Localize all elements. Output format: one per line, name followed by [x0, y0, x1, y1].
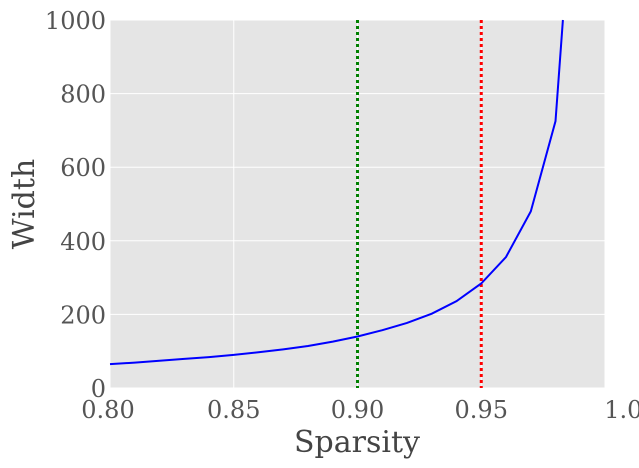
reference-lines: [356, 20, 483, 388]
y-tick-label: 800: [60, 81, 106, 109]
y-tick-label: 1000: [45, 7, 106, 35]
x-tick-label: 0.95: [455, 396, 508, 424]
x-tick-label: 0.85: [207, 396, 260, 424]
x-axis-label: Sparsity: [294, 425, 420, 460]
y-tick-label: 400: [60, 228, 106, 256]
x-tick-labels: 0.80 0.85 0.90 0.95 1.00: [81, 396, 639, 424]
x-tick-label: 0.90: [331, 396, 384, 424]
series: [109, 19, 564, 366]
y-tick-label: 0: [91, 375, 106, 403]
y-tick-labels: 0 200 400 600 800 1000: [45, 7, 106, 403]
x-tick-label: 0.80: [81, 396, 134, 424]
series-line: [109, 19, 564, 366]
y-axis-label: Width: [7, 159, 42, 249]
y-tick-label: 200: [60, 301, 106, 329]
x-tick-label: 1.00: [604, 396, 639, 424]
y-tick-label: 600: [60, 154, 106, 182]
